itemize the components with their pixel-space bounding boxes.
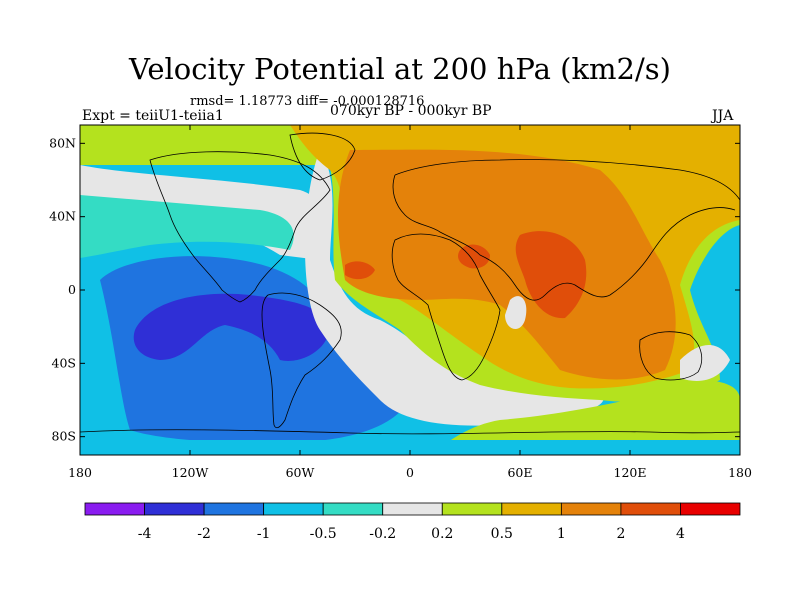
colorbar-label: 0.2	[431, 526, 453, 542]
colorbar-label: -0.2	[369, 526, 396, 542]
coast-greenland	[289, 132, 356, 181]
lon-tick-label: 120W	[172, 465, 209, 480]
experiment-label: Expt = teiiU1-teiia1	[82, 108, 224, 124]
coast-africa	[391, 233, 501, 381]
colorbar-box	[680, 502, 741, 516]
colorbar-label: -1	[257, 526, 271, 542]
colorbar-box	[263, 502, 324, 516]
colorbar-box	[501, 502, 562, 516]
colorbar-box	[203, 502, 265, 516]
colorbar-box	[382, 502, 443, 516]
colorbar-label: 4	[676, 526, 685, 542]
contour-band-grey-atlantic	[305, 150, 604, 426]
colorbar: -4 -2 -1 -0.5 -0.2 0.2 0.5 1 2 4	[84, 502, 741, 542]
contour-band-min-pacific	[133, 293, 330, 361]
period-label: 070kyr BP - 000kyr BP	[330, 103, 492, 119]
lat-tick-label: 0	[68, 282, 76, 297]
lon-tick-group: 180 120W 60W 0 60E 120E 180	[68, 125, 752, 480]
lat-tick-group: 80N 40N 0 40S 80S	[49, 135, 740, 444]
contour-band-max-india	[515, 231, 587, 319]
coast-eurasia	[392, 159, 740, 301]
season-label: JJA	[712, 108, 734, 124]
colorbar-label: -0.5	[310, 526, 337, 542]
colorbar-box	[441, 502, 503, 516]
lat-tick-label: 80N	[49, 135, 76, 150]
plot-title: Velocity Potential at 200 hPa (km2/s)	[129, 52, 671, 86]
lon-tick-label: 60E	[507, 465, 532, 480]
lat-tick-label: 40N	[49, 209, 76, 224]
coast-south-america	[261, 292, 342, 429]
colorbar-label: 1	[557, 526, 566, 542]
lon-tick-label: 0	[406, 465, 414, 480]
lat-tick-label: 80S	[52, 429, 76, 444]
colorbar-box	[322, 502, 384, 516]
contour-grey-madagascar	[505, 296, 527, 330]
contour-band-antarctic	[80, 440, 740, 455]
colorbar-box	[144, 502, 205, 516]
coast-north-america	[149, 151, 331, 303]
colorbar-box	[560, 502, 622, 516]
coastlines	[80, 132, 740, 435]
coast-australia	[639, 331, 703, 381]
contour-grey-tasman	[680, 345, 730, 381]
colorbar-box	[620, 502, 681, 516]
contour-band-southern-green	[430, 380, 740, 455]
contour-band-max-arabia	[458, 244, 490, 269]
colorbar-label: -2	[197, 526, 211, 542]
contour-band-orange	[338, 149, 676, 380]
lon-tick-label: 180	[68, 465, 92, 480]
lon-tick-label: 120E	[614, 465, 647, 480]
colorbar-box	[84, 502, 145, 516]
colorbar-label: 0.5	[491, 526, 513, 542]
lat-tick-label: 40S	[52, 355, 76, 370]
contour-band-teal-npac	[80, 195, 294, 258]
contour-band-max-africa	[345, 261, 375, 280]
lon-tick-label: 60W	[286, 465, 315, 480]
colorbar-label: 2	[616, 526, 625, 542]
coast-antarctica	[80, 429, 740, 435]
filled-contours	[80, 125, 740, 455]
colorbar-label: -4	[138, 526, 152, 542]
lon-tick-label: 180	[728, 465, 752, 480]
stats-line: rmsd= 1.18773 diff= -0.000128716	[190, 94, 425, 109]
